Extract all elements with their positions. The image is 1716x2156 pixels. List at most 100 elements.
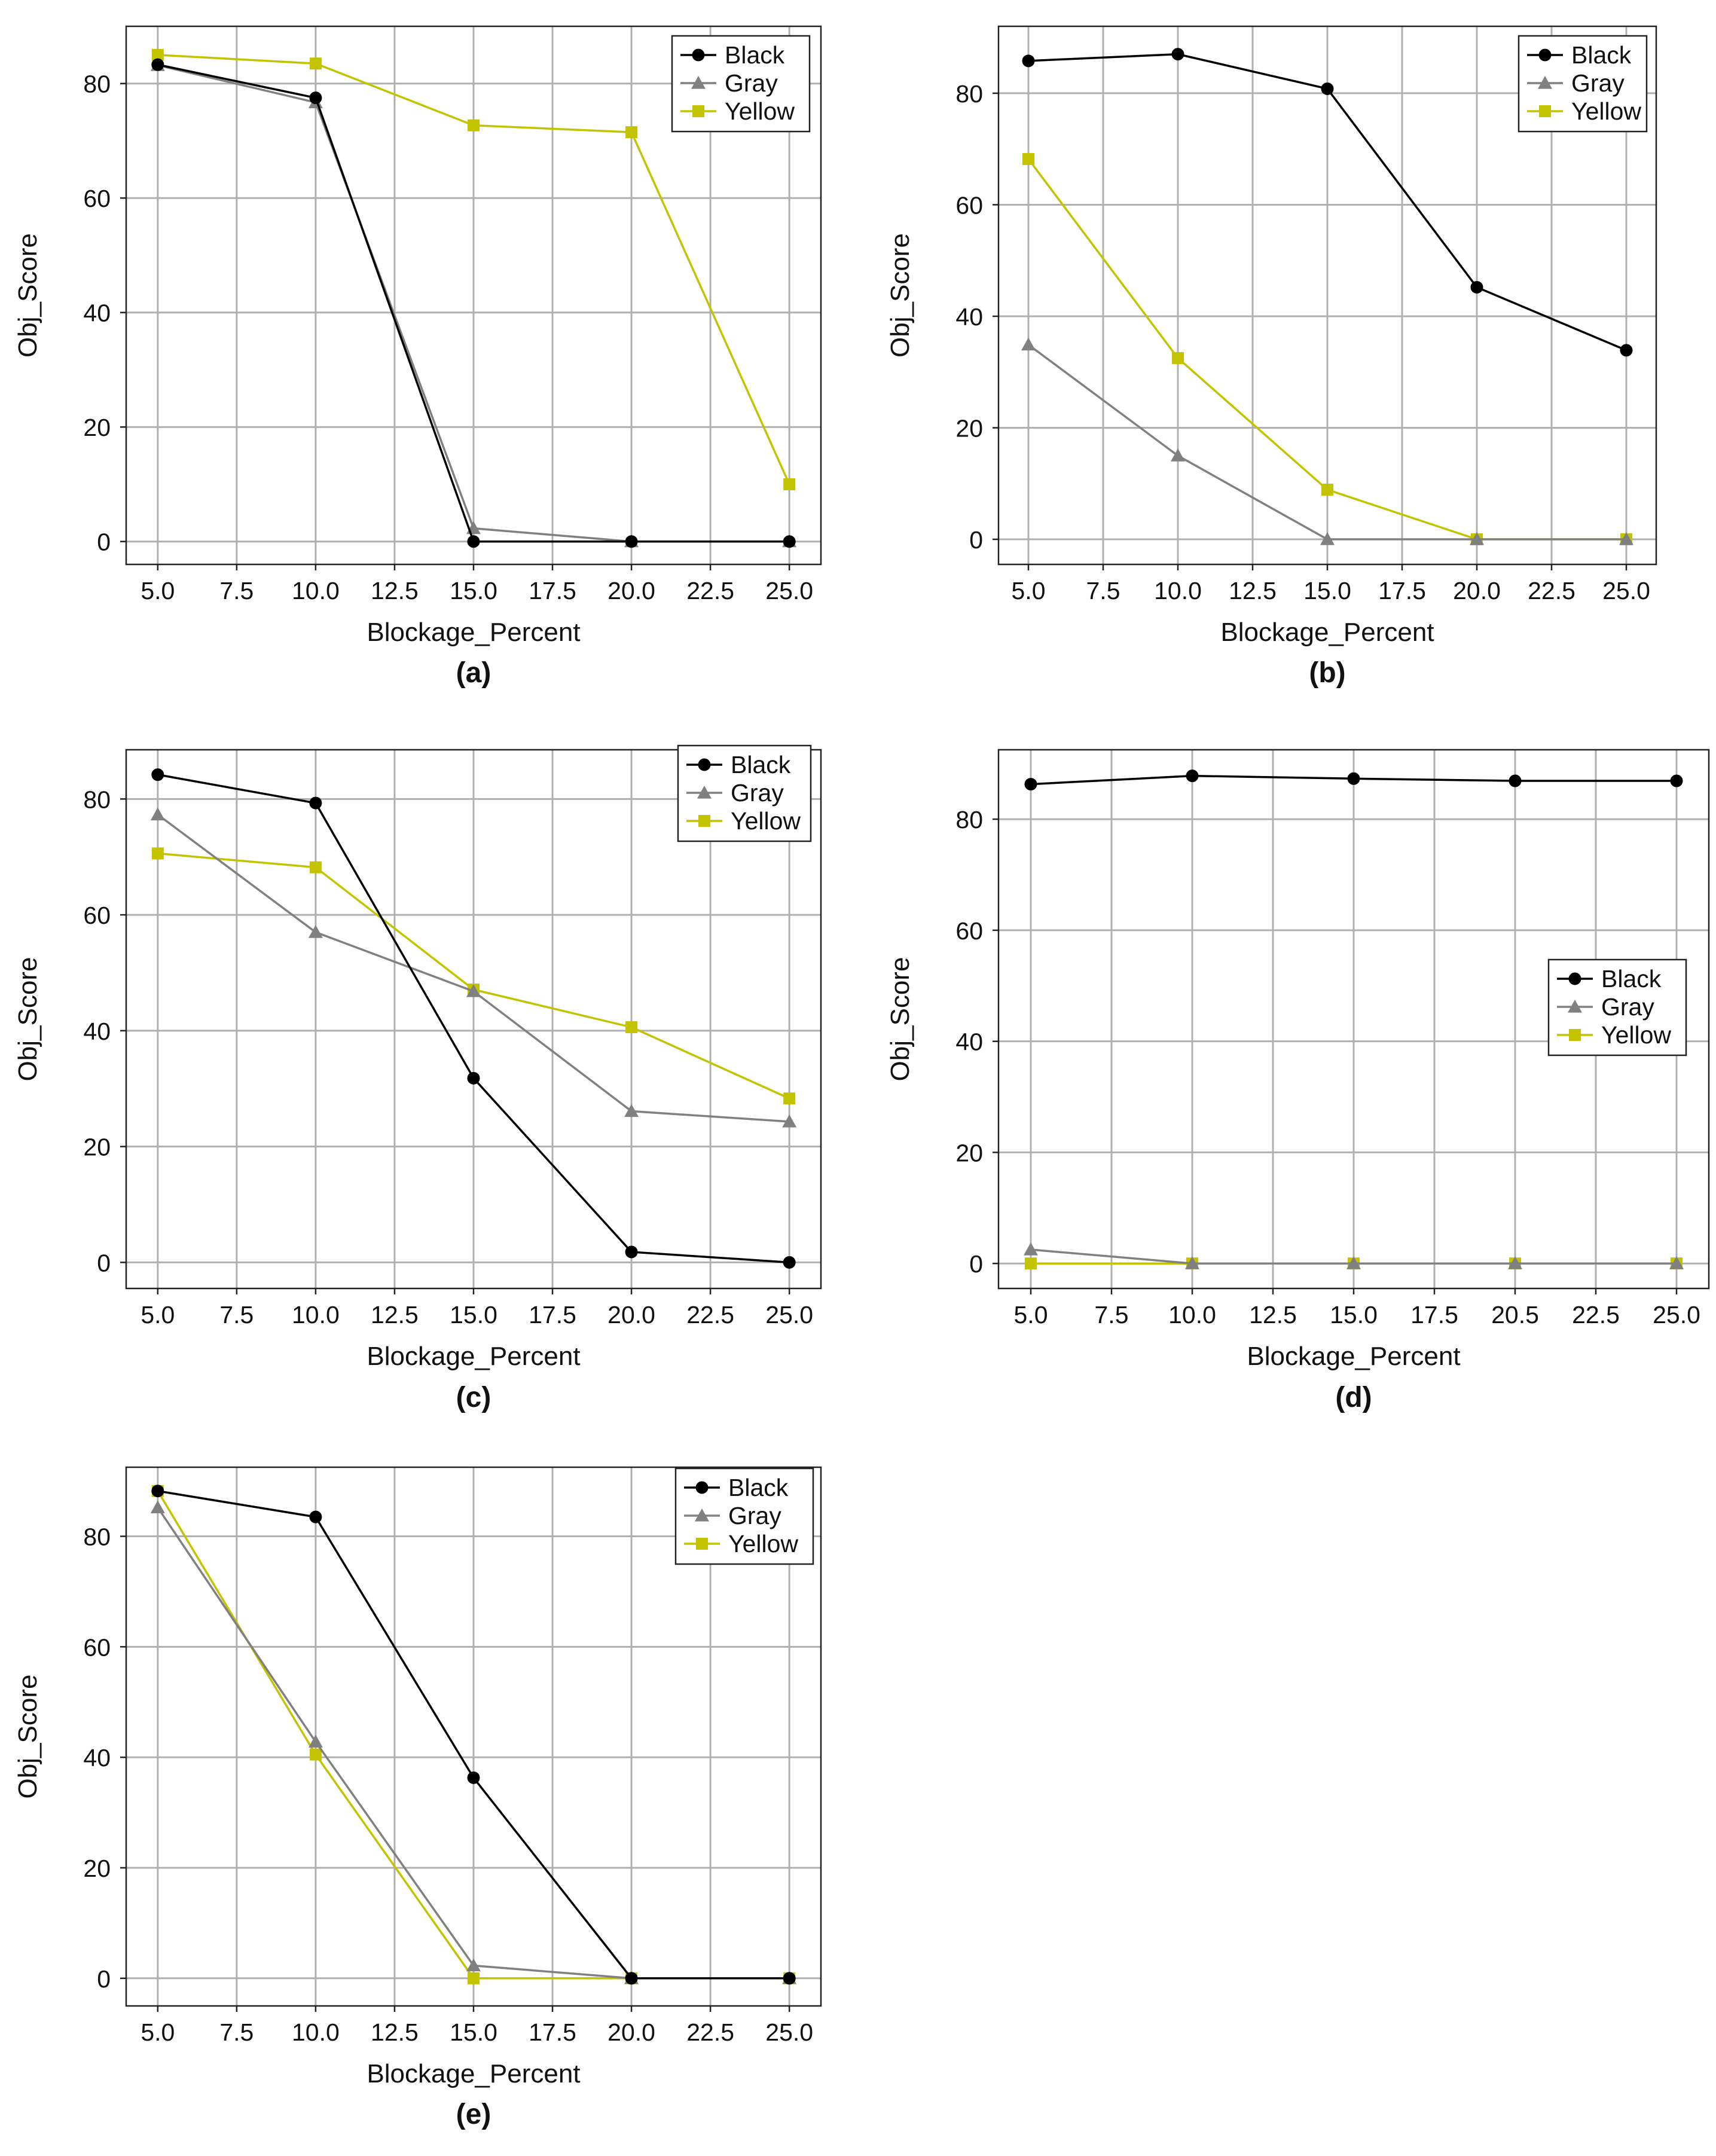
black-point-2 (1321, 82, 1334, 95)
gray-point-1 (308, 925, 323, 938)
gray-point-3 (624, 1104, 639, 1117)
legend-yellow-label: Yellow (731, 807, 801, 835)
x-tick-label: 15.0 (450, 577, 497, 604)
gray-point-1 (1185, 1256, 1199, 1269)
gray-point-3 (1470, 532, 1484, 545)
x-tick-label: 25.0 (1653, 1301, 1700, 1329)
y-tick-label: 0 (969, 1250, 983, 1278)
x-tick-label: 7.5 (219, 2018, 254, 2046)
gray-point-4 (1669, 1256, 1684, 1269)
x-tick-label: 7.5 (1095, 1301, 1129, 1329)
legend-gray-label: Gray (728, 1502, 781, 1529)
x-tick-label: 22.5 (686, 577, 734, 604)
x-tick-label: 25.0 (765, 1301, 813, 1329)
y-tick-label: 60 (83, 902, 111, 929)
x-tick-label: 5.0 (1012, 577, 1046, 604)
legend-black-label: Black (728, 1474, 789, 1501)
yellow-point-0 (1022, 152, 1034, 165)
black-point-4 (783, 535, 796, 548)
legend-yellow-label: Yellow (1601, 1021, 1671, 1049)
x-tick-label: 15.0 (1303, 577, 1351, 604)
yellow-point-3 (625, 126, 638, 139)
black-point-4 (1670, 774, 1683, 787)
legend-yellow-label: Yellow (1571, 97, 1641, 125)
black-point-2 (467, 1771, 480, 1784)
x-tick-label: 12.5 (371, 1301, 419, 1329)
gray-point-legend (1538, 76, 1552, 89)
black-point-1 (1171, 48, 1184, 61)
x-tick-label: 17.5 (529, 2018, 576, 2046)
gray-point-2 (466, 984, 481, 997)
y-tick-label: 20 (83, 1134, 111, 1161)
y-tick-label: 0 (97, 529, 111, 556)
x-tick-label: 12.5 (1229, 577, 1277, 604)
panel-caption: (d) (1335, 1382, 1372, 1413)
panel-5: 5.0 7.5 10.0 12.5 15.0 17.5 20.0 22.5 25.0 0 20 40 6… (13, 1466, 822, 2130)
black-point-1 (309, 796, 322, 810)
x-tick-label: 10.0 (292, 2018, 340, 2046)
y-tick-label: 40 (83, 1744, 111, 1772)
y-tick-label: 20 (83, 1855, 111, 1882)
x-tick-label: 5.0 (141, 577, 175, 604)
y-tick-label: 80 (83, 1523, 111, 1551)
y-axis-label: Obj_Score (886, 957, 915, 1082)
gray-point-1 (308, 1734, 323, 1748)
legend-yellow-label: Yellow (728, 1530, 798, 1558)
y-axis-label: Obj_Score (886, 233, 915, 358)
x-tick-label: 5.0 (141, 1301, 175, 1329)
yellow-point-2 (1321, 484, 1333, 496)
x-axis-label: Blockage_Percent (367, 1342, 580, 1371)
y-tick-label: 20 (955, 1139, 983, 1166)
x-tick-label: 7.5 (219, 577, 254, 604)
black-point-3 (625, 1245, 638, 1259)
y-tick-label: 20 (955, 415, 983, 442)
x-tick-label: 25.0 (765, 577, 813, 604)
panel-1: 5.0 7.5 10.0 12.5 15.0 17.5 20.0 22.5 25.0 0 20 40 6… (13, 25, 822, 689)
y-tick-label: 20 (83, 414, 111, 441)
y-tick-label: 40 (83, 300, 111, 327)
yellow-point-legend (692, 105, 704, 117)
x-tick-label: 5.0 (1014, 1301, 1048, 1329)
gray-point-0 (1021, 337, 1036, 351)
gray-point-legend (1568, 1000, 1582, 1013)
black-point-1 (309, 1510, 322, 1523)
panel-caption: (e) (456, 2099, 491, 2130)
yellow-point-legend (1539, 105, 1551, 117)
x-tick-label: 10.0 (292, 577, 340, 604)
y-tick-label: 60 (955, 191, 983, 219)
y-axis-label: Obj_Score (13, 957, 42, 1082)
panel-caption: (c) (456, 1382, 491, 1413)
y-tick-label: 0 (969, 526, 983, 554)
x-tick-label: 17.5 (529, 1301, 576, 1329)
black-point-2 (467, 1071, 480, 1085)
black-point-4 (783, 1256, 796, 1269)
legend-black-label: Black (725, 41, 785, 69)
y-tick-label: 80 (83, 786, 111, 813)
gray-point-4 (1619, 532, 1633, 545)
panel-2: 5.0 7.5 10.0 12.5 15.0 17.5 20.0 22.5 25.0 0 20 40 6… (886, 25, 1657, 689)
yellow-point-legend (698, 815, 710, 827)
black-point-3 (625, 535, 638, 548)
black-point-legend (695, 1481, 709, 1494)
x-axis-label: Blockage_Percent (367, 618, 580, 647)
black-point-legend (1538, 48, 1552, 62)
black-point-1 (1186, 769, 1199, 783)
black-point-legend (698, 758, 711, 771)
black-point-0 (151, 768, 164, 781)
x-tick-label: 12.5 (1249, 1301, 1297, 1329)
legend-black-label: Black (731, 751, 791, 778)
y-tick-label: 80 (83, 71, 111, 98)
yellow-point-0 (151, 847, 164, 860)
yellow-point-2 (468, 119, 480, 132)
yellow-point-4 (783, 1092, 796, 1105)
x-tick-label: 10.0 (1168, 1301, 1216, 1329)
x-tick-label: 20.0 (607, 577, 655, 604)
black-point-2 (467, 535, 480, 548)
yellow-point-legend (1569, 1029, 1581, 1041)
black-point-4 (1620, 344, 1633, 357)
yellow-point-0 (1025, 1257, 1037, 1270)
x-tick-label: 20.0 (607, 2018, 655, 2046)
